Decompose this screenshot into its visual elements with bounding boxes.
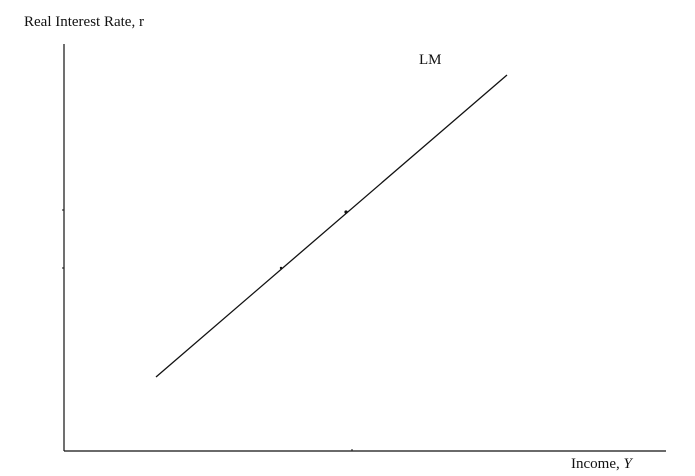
lm-curve (155, 74, 508, 378)
lm-point-marker (344, 210, 348, 214)
x-axis-label-prefix: Income, (571, 456, 620, 472)
lm-point-marker (279, 266, 283, 270)
lm-curve-label: LM (419, 52, 442, 68)
x-axis-label: Income, Y (571, 457, 632, 472)
y-axis-label: Real Interest Rate, r (24, 14, 144, 30)
x-axis-label-variable: Y (623, 456, 632, 472)
